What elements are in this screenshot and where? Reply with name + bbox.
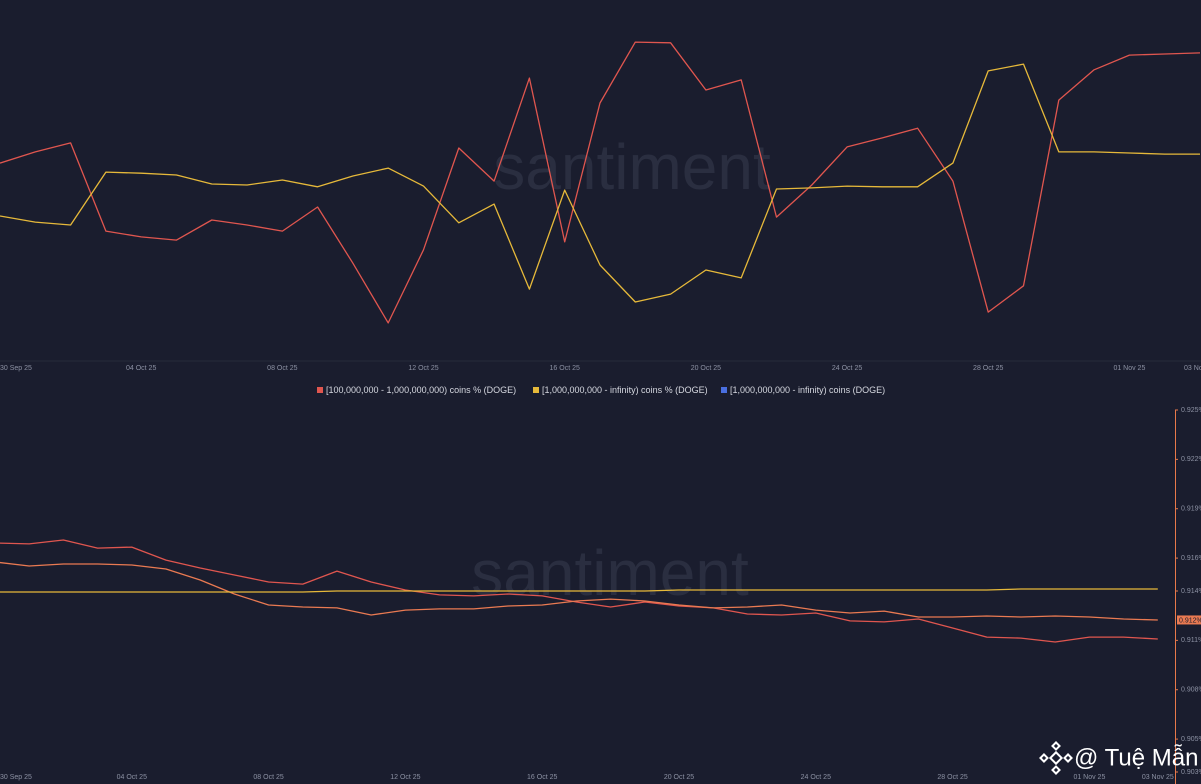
y-tick-label: 0.925% <box>1181 407 1201 414</box>
x-tick-label: 16 Oct 25 <box>527 774 557 781</box>
y-tick-label: 0.914% <box>1181 588 1201 595</box>
y-tick-label: 0.905% <box>1181 736 1201 743</box>
credit-badge: @ Tuệ Mẫn <box>1039 741 1198 775</box>
value-tag <box>1177 615 1201 625</box>
top-chart: 30 Sep 25 04 Oct 25 08 Oct 25 12 Oct 25 16 O… <box>0 41 1201 372</box>
legend-label: [1,000,000,000 - infinity) coins (DOGE) <box>730 385 885 395</box>
x-tick-label: 30 Sep 25 <box>0 365 32 372</box>
series-line <box>0 588 1158 593</box>
legend-label: [100,000,000 - 1,000,000,000) coins % (D… <box>326 385 516 395</box>
y-tick-label: 0.922% <box>1181 456 1201 463</box>
series-line <box>0 63 1200 303</box>
x-tick-label: 16 Oct 25 <box>550 365 580 372</box>
bottom-chart: 30 Sep 25 04 Oct 25 08 Oct 25 12 Oct 25 16 O… <box>0 407 1201 784</box>
y-tick-label: 0.908% <box>1181 687 1201 694</box>
watermark: santiment <box>471 537 749 609</box>
watermark: santiment <box>493 131 771 203</box>
credit-logo <box>1039 741 1073 775</box>
x-tick-label: 24 Oct 25 <box>832 365 862 372</box>
y-tick-label: 0.916% <box>1181 555 1201 562</box>
y-tick-label: 0.911% <box>1181 637 1201 644</box>
series-line <box>0 539 1158 643</box>
x-tick-label: 20 Oct 25 <box>691 365 721 372</box>
y-tick-label: 0.919% <box>1181 506 1201 513</box>
x-tick-label: 04 Oct 25 <box>126 365 156 372</box>
x-tick-label: 20 Oct 25 <box>664 774 694 781</box>
x-tick-label: 24 Oct 25 <box>801 774 831 781</box>
legend-label: [1,000,000,000 - infinity) coins % (DOGE… <box>542 385 708 395</box>
x-tick-label: 03 Nov 25 <box>1142 774 1174 781</box>
legend-swatch <box>533 387 539 393</box>
credit: @ Tuệ Mẫn <box>1074 744 1198 771</box>
series-line <box>0 41 1201 324</box>
value-label: 0.912% <box>1179 617 1201 624</box>
x-tick-label: 08 Oct 25 <box>253 774 283 781</box>
x-tick-label: 01 Nov 25 <box>1113 365 1145 372</box>
x-tick-label: 01 Nov 25 <box>1073 774 1105 781</box>
x-tick-label: 28 Oct 25 <box>937 774 967 781</box>
legend-swatch <box>317 387 323 393</box>
x-tick-label: 30 Sep 25 <box>0 774 32 781</box>
series-line <box>0 561 1158 621</box>
x-tick-label: 12 Oct 25 <box>408 365 438 372</box>
x-tick-label: 08 Oct 25 <box>267 365 297 372</box>
y-tick-label: 0.903% <box>1181 769 1201 776</box>
x-tick-label: 04 Oct 25 <box>117 774 147 781</box>
x-tick-label: 12 Oct 25 <box>390 774 420 781</box>
x-tick-label: 28 Oct 25 <box>973 365 1003 372</box>
x-tick-label: 03 Nov 25 <box>1184 365 1201 372</box>
legend: [100,000,000 - 1,000,000,000) coins % (D… <box>317 385 885 395</box>
legend-swatch <box>721 387 727 393</box>
